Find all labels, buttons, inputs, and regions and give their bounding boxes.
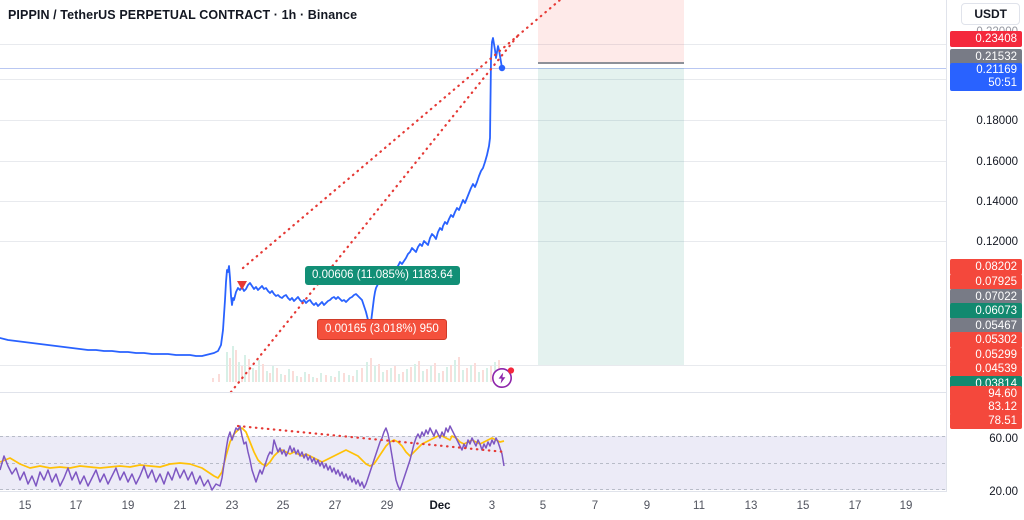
take-profit-price-badge[interactable]: 0.23408 bbox=[950, 31, 1022, 47]
level-badge[interactable]: 0.04539 bbox=[950, 361, 1022, 377]
price-plot bbox=[0, 0, 947, 394]
time-tick: 19 bbox=[899, 500, 913, 512]
take-profit-label[interactable]: 0.00606 (11.085%) 1183.64 bbox=[305, 266, 460, 285]
time-tick: 19 bbox=[121, 500, 135, 512]
rsi-band-lines bbox=[0, 436, 947, 490]
quote-currency-pill[interactable]: USDT bbox=[961, 3, 1020, 25]
rsi-tick: 60.00 bbox=[989, 433, 1018, 445]
level-badge[interactable]: 0.05467 bbox=[950, 318, 1022, 334]
rsi-level-badge[interactable]: 94.60 bbox=[950, 386, 1022, 402]
rsi-tick: 20.00 bbox=[989, 486, 1018, 498]
price-tick: 0.12000 bbox=[976, 236, 1018, 248]
lightning-badge-icon[interactable] bbox=[490, 364, 516, 390]
last-price-badge[interactable]: 0.21169 50:51 bbox=[950, 63, 1022, 91]
time-tick: 17 bbox=[848, 500, 862, 512]
rsi-line bbox=[0, 425, 505, 491]
profit-zone bbox=[538, 68, 684, 365]
rsi-plot bbox=[0, 424, 947, 491]
price-grid bbox=[0, 44, 947, 366]
rsi-level-badge[interactable]: 83.12 bbox=[950, 399, 1022, 415]
price-tick: 0.18000 bbox=[976, 115, 1018, 127]
time-tick: 5 bbox=[539, 500, 547, 512]
time-scale-axis[interactable]: 15 17 19 21 23 25 27 29 Dec 3 5 7 9 11 1… bbox=[0, 491, 1024, 520]
time-tick: 21 bbox=[173, 500, 187, 512]
time-tick: 25 bbox=[276, 500, 290, 512]
chart-legend-title: PIPPIN / TetherUS PERPETUAL CONTRACT · 1… bbox=[8, 8, 358, 22]
time-tick: 17 bbox=[69, 500, 83, 512]
rsi-divergence-trendline bbox=[236, 424, 507, 454]
price-tick: 0.14000 bbox=[976, 196, 1018, 208]
rsi-pane[interactable] bbox=[0, 394, 947, 492]
time-tick: 9 bbox=[643, 500, 651, 512]
level-badge[interactable]: 0.08202 bbox=[950, 259, 1022, 275]
time-tick: 23 bbox=[225, 500, 239, 512]
wedge-lower-trendline bbox=[229, 31, 522, 394]
last-price-value: 0.21169 bbox=[976, 64, 1017, 76]
countdown-timer: 50:51 bbox=[988, 77, 1017, 89]
last-price-dot bbox=[498, 64, 506, 72]
time-tick: 13 bbox=[744, 500, 758, 512]
time-tick: 15 bbox=[18, 500, 32, 512]
price-pane[interactable]: 0.00606 (11.085%) 1183.64 0.00165 (3.018… bbox=[0, 0, 947, 394]
time-tick: 15 bbox=[796, 500, 810, 512]
time-tick: 27 bbox=[328, 500, 342, 512]
level-badge[interactable]: 0.05299 bbox=[950, 347, 1022, 363]
level-badge[interactable]: 0.05302 bbox=[950, 332, 1022, 348]
price-line bbox=[0, 37, 503, 357]
time-tick: 29 bbox=[380, 500, 394, 512]
wedge-upper-trendline bbox=[241, 0, 562, 270]
time-tick-month: Dec bbox=[429, 500, 451, 512]
pane-separator[interactable] bbox=[0, 392, 947, 393]
entry-line bbox=[538, 62, 684, 64]
short-entry-marker bbox=[237, 281, 247, 290]
stop-loss-label[interactable]: 0.00165 (3.018%) 950 bbox=[317, 319, 447, 340]
loss-zone bbox=[538, 0, 684, 64]
price-scale-axis[interactable]: 0.18000 0.16000 0.14000 0.12000 0.10000 … bbox=[946, 0, 1024, 498]
level-badge[interactable]: 0.07925 bbox=[950, 274, 1022, 290]
volume-histogram bbox=[212, 346, 502, 382]
time-tick: 11 bbox=[693, 500, 705, 512]
level-badge[interactable]: 0.06073 bbox=[950, 303, 1022, 319]
time-tick: 3 bbox=[488, 500, 496, 512]
price-tick: 0.16000 bbox=[976, 156, 1018, 168]
level-badge[interactable]: 0.07022 bbox=[950, 289, 1022, 305]
time-tick: 7 bbox=[591, 500, 599, 512]
rsi-last-badge[interactable]: 78.51 bbox=[950, 413, 1022, 429]
entry-price-badge[interactable]: 0.21532 bbox=[950, 49, 1022, 65]
